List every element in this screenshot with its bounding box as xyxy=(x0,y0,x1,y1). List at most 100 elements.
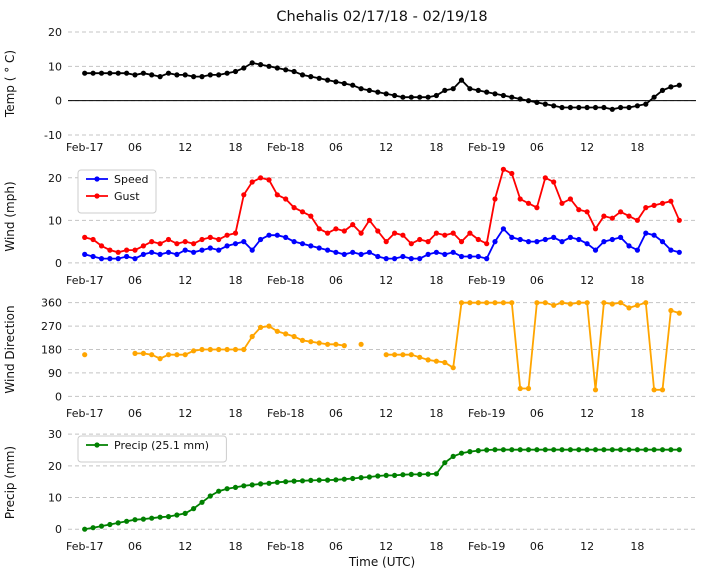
data-point xyxy=(358,86,364,92)
x-tick-label: 06 xyxy=(530,274,544,287)
y-tick-label: 20 xyxy=(48,460,62,473)
x-tick-label: Feb-17 xyxy=(66,274,103,287)
x-tick-label: 18 xyxy=(228,274,242,287)
data-point xyxy=(350,82,356,88)
data-point xyxy=(174,512,180,518)
data-point xyxy=(668,447,674,453)
data-point xyxy=(417,236,423,243)
data-point xyxy=(333,477,339,483)
data-point xyxy=(149,352,155,358)
data-point xyxy=(266,177,272,183)
data-point xyxy=(492,91,498,97)
data-point xyxy=(241,346,247,353)
data-point xyxy=(124,253,130,260)
data-point xyxy=(467,230,473,236)
x-tick-label: 12 xyxy=(178,141,192,154)
data-point xyxy=(408,471,414,477)
data-point xyxy=(458,239,465,245)
data-point xyxy=(601,447,607,453)
data-point xyxy=(366,474,372,480)
data-point xyxy=(216,247,222,253)
data-point xyxy=(149,249,155,255)
data-point xyxy=(643,101,649,107)
subplot-wind: 0 10 20 Feb-17 06 12 18 Feb-18 06 12 18 Feb-19 06 12 1… xyxy=(3,166,696,287)
data-point xyxy=(283,331,289,337)
y-tick-label: 180 xyxy=(41,344,62,357)
data-point xyxy=(433,92,439,99)
data-point xyxy=(659,387,666,393)
data-point xyxy=(366,87,372,93)
data-point xyxy=(525,98,532,104)
data-point xyxy=(174,241,180,247)
data-point xyxy=(500,166,506,172)
data-point xyxy=(90,253,96,260)
data-point xyxy=(90,525,96,531)
data-point xyxy=(107,521,113,528)
data-point xyxy=(542,447,548,453)
y-tick-label: 10 xyxy=(48,492,62,505)
data-point xyxy=(375,89,381,95)
x-tick-label: 18 xyxy=(228,540,242,553)
x-tick-label: 18 xyxy=(630,274,644,287)
data-point xyxy=(207,245,213,251)
data-point xyxy=(98,243,105,249)
y-tick-label: 360 xyxy=(41,297,62,310)
data-point xyxy=(618,104,624,111)
data-point xyxy=(82,234,88,240)
data-point xyxy=(191,506,197,512)
data-point xyxy=(316,245,322,251)
data-point xyxy=(299,209,306,215)
data-point xyxy=(366,217,372,223)
data-point xyxy=(442,359,448,366)
data-point xyxy=(643,230,649,236)
data-point xyxy=(559,104,565,111)
data-point xyxy=(668,198,674,204)
data-point xyxy=(149,515,155,521)
x-tick-label: Feb-17 xyxy=(66,407,103,420)
data-point xyxy=(492,300,498,306)
legend: Speed Gust xyxy=(77,169,157,214)
data-point xyxy=(551,234,557,240)
data-point xyxy=(609,301,615,307)
data-point xyxy=(258,62,264,68)
data-point xyxy=(258,324,264,330)
legend-label: Gust xyxy=(114,190,140,203)
data-point xyxy=(417,94,423,100)
data-point xyxy=(199,247,205,253)
data-point xyxy=(266,232,272,238)
data-point xyxy=(534,300,540,306)
data-point xyxy=(266,480,272,486)
x-tick-label: 06 xyxy=(329,540,343,553)
data-point xyxy=(191,348,197,354)
data-point xyxy=(350,249,356,255)
data-point xyxy=(358,475,364,481)
x-tick-label: 18 xyxy=(429,141,443,154)
data-point xyxy=(249,179,255,185)
data-point xyxy=(132,247,138,253)
data-point xyxy=(450,453,456,459)
data-point xyxy=(500,447,506,453)
data-point xyxy=(149,72,155,78)
data-point xyxy=(450,365,456,371)
data-point xyxy=(567,301,574,307)
legend: Precip (25.1 mm) xyxy=(77,435,227,463)
series-markers-precip-25-1-mm- xyxy=(82,447,682,532)
data-point xyxy=(358,341,364,347)
x-tick-label: 12 xyxy=(580,407,594,420)
data-point xyxy=(182,510,188,516)
data-point xyxy=(668,307,674,314)
data-point xyxy=(216,488,222,494)
data-point xyxy=(283,196,289,202)
data-point xyxy=(249,247,255,253)
data-point xyxy=(559,239,565,245)
data-point xyxy=(659,447,666,453)
data-point xyxy=(651,94,657,100)
data-point xyxy=(425,94,431,100)
data-point xyxy=(676,310,682,316)
data-point xyxy=(442,87,448,93)
data-point xyxy=(124,247,130,253)
data-point xyxy=(182,239,188,245)
data-point xyxy=(132,350,138,356)
data-point xyxy=(417,354,423,360)
